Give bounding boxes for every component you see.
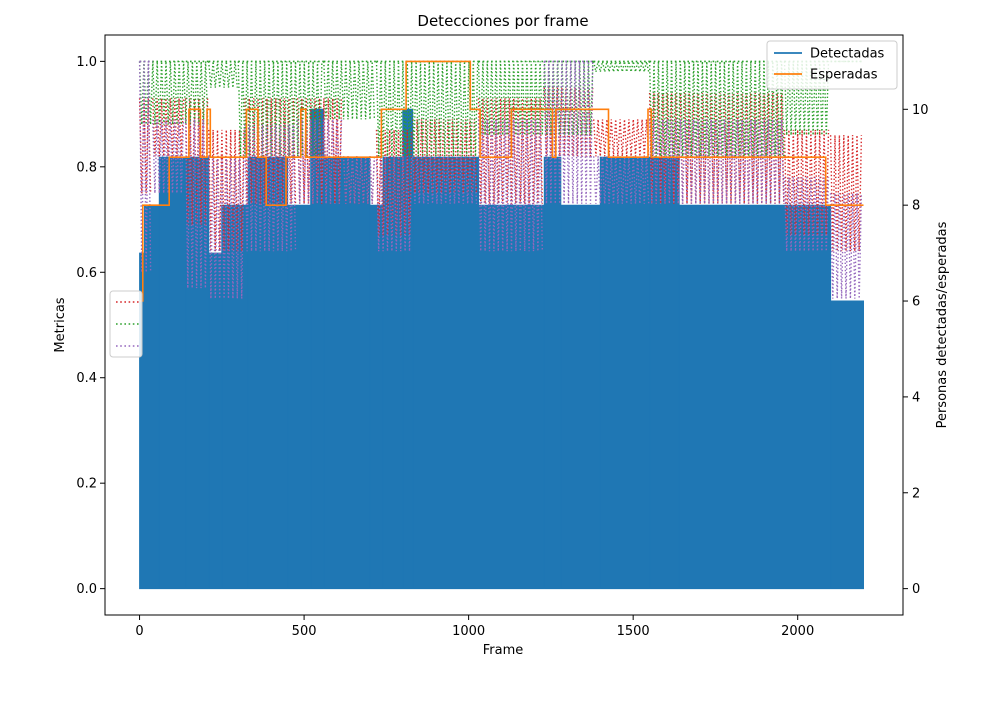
y-axis-left-title: Metricas [53,297,68,352]
y-left-tick-label: 0.2 [76,477,97,492]
plot-area [140,61,864,588]
y-left-tick-label: 0.0 [76,582,97,597]
y-left-tick-label: 1.0 [76,55,97,70]
x-tick-label: 2000 [781,624,814,639]
legend-label-detectadas: Detectadas [810,47,885,62]
x-tick-label: 500 [292,624,317,639]
legend-right: Detectadas Esperadas [767,41,897,89]
legend-left [110,291,142,357]
series-metric-red-segment [594,119,649,156]
legend-label-esperadas: Esperadas [810,68,878,83]
series-metric-green-segment [209,61,238,87]
y-axis-left: 0.0 0.2 0.4 0.6 0.8 1.0 [76,55,105,597]
y-right-tick-label: 2 [912,486,920,501]
x-tick-label: 1000 [452,624,485,639]
y-right-tick-label: 10 [912,103,929,118]
y-right-tick-label: 8 [912,199,920,214]
y-right-tick-label: 6 [912,295,920,310]
y-left-tick-label: 0.8 [76,160,97,175]
chart-title: Detecciones por frame [417,12,588,30]
series-metric-green-segment [140,61,208,124]
y-right-tick-label: 4 [912,390,920,405]
y-left-tick-label: 0.4 [76,371,97,386]
series-metric-green-segment [324,61,375,119]
x-tick-label: 1500 [617,624,650,639]
y-axis-right-title: Personas detectadas/esperadas [935,221,950,428]
y-left-tick-label: 0.6 [76,266,97,281]
y-axis-right: 0 2 4 6 8 10 [903,103,929,597]
series-metric-green-segment [594,61,649,72]
x-axis-title: Frame [483,643,524,658]
x-axis: 0 500 1000 1500 2000 [135,615,814,639]
x-tick-label: 0 [135,624,143,639]
y-right-tick-label: 0 [912,582,920,597]
